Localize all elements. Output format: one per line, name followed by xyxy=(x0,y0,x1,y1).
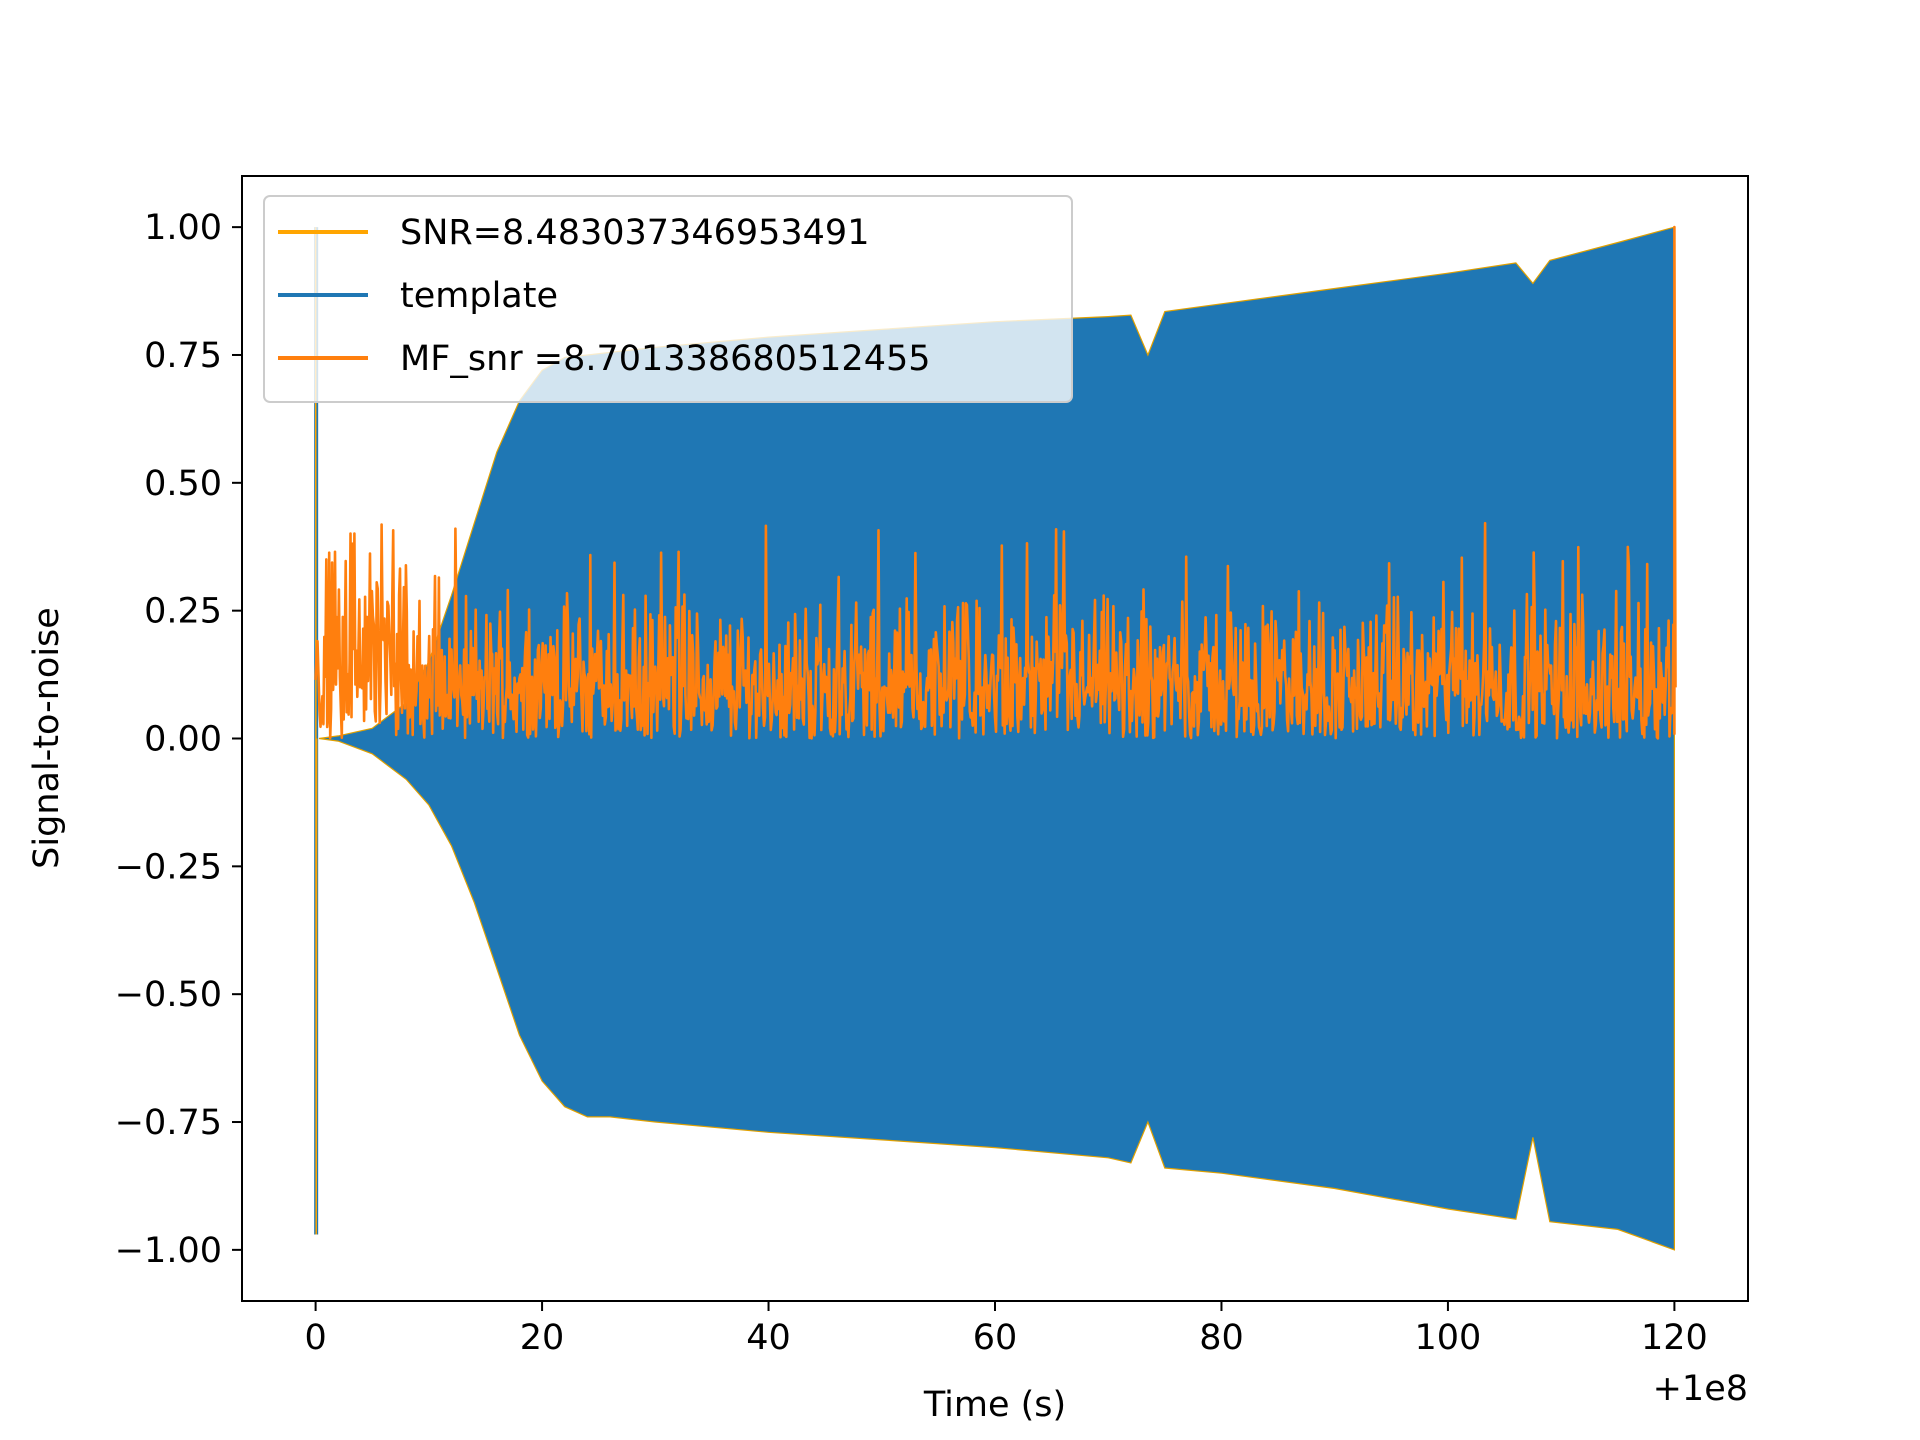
legend-frame xyxy=(263,195,1073,403)
x-axis: 0 20 40 60 80 100 120 xyxy=(304,1301,1708,1358)
legend-entry: SNR=8.483037346953491 xyxy=(400,213,869,253)
y-tick-label: 0.25 xyxy=(144,592,222,632)
x-tick-label: 100 xyxy=(1415,1318,1482,1358)
x-axis-offset-label: +1e8 xyxy=(1653,1369,1748,1409)
legend-entry: template xyxy=(400,276,558,316)
plot-area xyxy=(314,225,1677,1251)
x-tick-label: 120 xyxy=(1641,1318,1708,1358)
x-tick-label: 0 xyxy=(304,1318,326,1358)
y-tick-label: 1.00 xyxy=(144,208,222,248)
x-tick-label: 20 xyxy=(520,1318,565,1358)
legend-entry: MF_snr =8.701338680512455 xyxy=(400,339,931,379)
x-tick-label: 60 xyxy=(973,1318,1018,1358)
y-axis-label: Signal-to-noise xyxy=(27,607,67,869)
y-tick-label: 0.50 xyxy=(144,464,222,504)
series-snr xyxy=(314,227,318,1235)
x-tick-label: 80 xyxy=(1199,1318,1244,1358)
y-tick-label: −1.00 xyxy=(115,1231,222,1271)
y-tick-label: 0.00 xyxy=(144,720,222,760)
y-axis: 1.00 0.75 0.50 0.25 0.00 −0.25 −0.50 −0.75 −1.00 xyxy=(115,208,242,1271)
x-axis-label: Time (s) xyxy=(923,1385,1066,1425)
x-tick-label: 40 xyxy=(746,1318,791,1358)
y-tick-label: −0.25 xyxy=(115,847,222,887)
y-tick-label: −0.50 xyxy=(115,975,222,1015)
legend: SNR=8.483037346953491 template MF_snr =8.… xyxy=(263,195,1073,403)
series-mf-snr xyxy=(314,225,1677,740)
y-tick-label: 0.75 xyxy=(144,336,222,376)
y-tick-label: −0.75 xyxy=(115,1103,222,1143)
